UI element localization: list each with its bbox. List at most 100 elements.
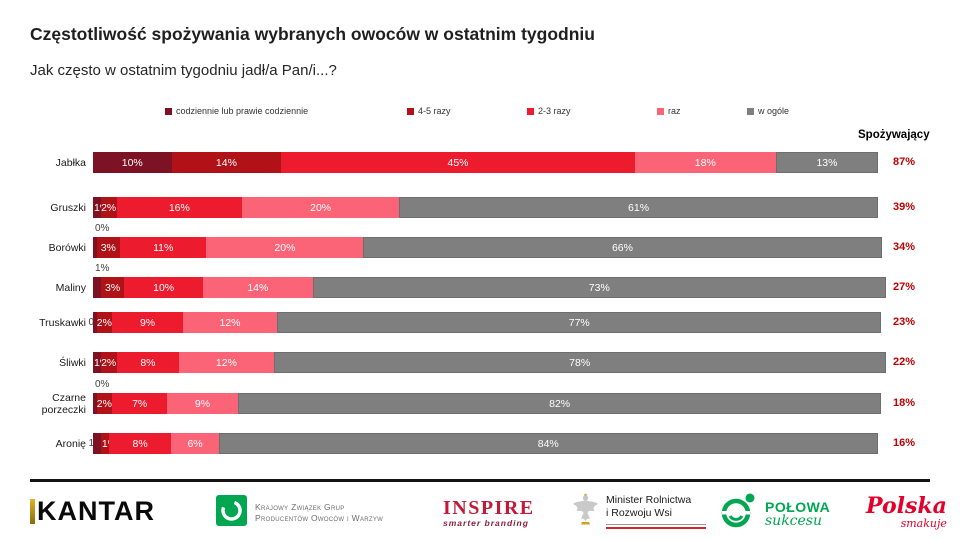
segment-label: 14% xyxy=(247,281,269,294)
segment-label: 78% xyxy=(569,356,591,369)
segment-label: 84% xyxy=(537,437,559,450)
row-label: Śliwki xyxy=(59,356,86,369)
page-title: Częstotliwość spożywania wybranych owocó… xyxy=(30,24,595,44)
polska-smakuje-logo: Polska smakuje xyxy=(866,495,947,530)
bar-segment: 2% xyxy=(96,393,113,414)
minister-line2: i Rozwoju Wsi xyxy=(606,506,672,519)
bar-segment: 10% xyxy=(93,152,172,173)
bar-segment: 3% xyxy=(96,237,121,258)
bar-segment: 12% xyxy=(182,312,278,333)
stacked-bar: 10% 14% 45% 18% 13% xyxy=(93,152,878,173)
bar-segment: 12% xyxy=(179,352,274,373)
segment-label: 77% xyxy=(568,316,590,329)
kzgpoiw-icon xyxy=(216,495,247,531)
minister-text: Minister Rolnictwa i Rozwoju Wsi xyxy=(606,494,706,530)
bar-segment: 45% xyxy=(281,152,635,173)
kantar-logo: KANTAR xyxy=(30,496,155,527)
bar-segment: 8% xyxy=(108,433,172,454)
segment-label-above: 0% xyxy=(95,379,110,390)
chart-row: Borówki 0% 3% 11% 20% 66% xyxy=(0,223,960,258)
segment-label: 2% xyxy=(101,201,117,214)
inspire-wordmark: INSPIRE xyxy=(443,497,535,519)
stacked-bar: 1% 8% 6% 84% xyxy=(93,433,878,454)
legend-label: w ogóle xyxy=(758,106,790,116)
segment-label: 20% xyxy=(274,241,296,254)
segment-label: 18% xyxy=(694,156,716,169)
page-subtitle: Jak często w ostatnim tygodniu jadł/a Pa… xyxy=(30,62,337,79)
row-label: Gruszki xyxy=(50,201,86,214)
kzgpoiw-logo: Krajowy Związek Grup Producentów Owoców … xyxy=(216,495,383,531)
bar-segment: 66% xyxy=(363,237,882,258)
segment-label-above: 1% xyxy=(95,263,110,274)
segment-label: 2% xyxy=(101,356,117,369)
bar-segment: 8% xyxy=(116,352,180,373)
consumers-value: 34% xyxy=(893,241,916,253)
legend-item: 2-3 razy xyxy=(527,106,571,116)
segment-label: 12% xyxy=(215,356,237,369)
bar-segment xyxy=(93,393,97,414)
chart-row: Śliwki 1%2% 8% 12% 78% xyxy=(0,352,960,373)
kantar-gold-bar-icon xyxy=(30,499,35,524)
stacked-bar: 2% 7% 9% 82% xyxy=(93,393,882,414)
segment-label-above: 0% xyxy=(95,223,110,234)
segment-label: 6% xyxy=(187,437,203,450)
consumers-value: 39% xyxy=(893,201,916,213)
polowa-text: POŁOWA sukcesu xyxy=(765,500,830,528)
segment-label: 3% xyxy=(105,281,121,294)
legend-label: codziennie lub prawie codziennie xyxy=(176,106,309,116)
legend-swatch-icon xyxy=(747,107,754,115)
polowa-circle-icon xyxy=(720,492,758,535)
bar-segment: 2% xyxy=(100,352,117,373)
legend-item: raz xyxy=(657,106,681,116)
segment-label: 66% xyxy=(611,241,633,254)
chart-row: Czarne porzeczki 0% 2% 7% 9% 82% xyxy=(0,379,960,416)
bar-segment: 14% xyxy=(171,152,282,173)
row-label: Czarne porzeczki xyxy=(41,391,86,416)
inspire-tagline: smarter branding xyxy=(443,518,529,528)
polska-line1: Polska xyxy=(866,493,947,519)
consumers-column-header: Spożywający xyxy=(858,129,930,141)
chart-row: Gruszki 1%2% 16% 20% 61% xyxy=(0,197,960,218)
polska-line2: smakuje xyxy=(900,517,947,530)
segment-label: 11% xyxy=(153,241,174,254)
segment-label: 73% xyxy=(588,281,610,294)
segment-label: 2% xyxy=(96,397,112,410)
consumers-value: 16% xyxy=(893,437,916,449)
bar-segment: 78% xyxy=(273,352,886,373)
legend-label: raz xyxy=(668,106,681,116)
bar-segment: 13% xyxy=(775,152,878,173)
bar-segment: 6% xyxy=(171,433,219,454)
chart-row: Maliny 1% 3% 10% 14% 73% xyxy=(0,263,960,298)
segment-label: 45% xyxy=(447,156,469,169)
stacked-bar: 1%2% 16% 20% 61% xyxy=(93,197,878,218)
segment-label: 8% xyxy=(132,437,148,450)
legend: codziennie lub prawie codziennie 4-5 razy… xyxy=(0,106,960,122)
stacked-bar: 3% 10% 14% 73% xyxy=(93,277,886,298)
consumers-value: 27% xyxy=(893,281,916,293)
inspire-logo: INSPIRE smarter branding xyxy=(443,498,535,528)
bar-segment: 20% xyxy=(242,197,400,218)
row-label: Aronię xyxy=(55,437,86,450)
consumers-value: 87% xyxy=(893,156,916,168)
legend-swatch-icon xyxy=(527,107,534,115)
kzgpoiw-line1: Krajowy Związek Grup xyxy=(255,502,345,512)
segment-label: 10% xyxy=(153,281,175,294)
bar-segment: 18% xyxy=(634,152,776,173)
consumers-value: 23% xyxy=(893,316,916,328)
bar-segment: 82% xyxy=(237,393,882,414)
bar-segment: 16% xyxy=(116,197,243,218)
stacked-bar: 1%2% 8% 12% 78% xyxy=(93,352,886,373)
segment-label: 61% xyxy=(628,201,650,214)
bar-segment: 3% xyxy=(100,277,125,298)
stacked-bar: 2% 9% 12% 77% xyxy=(93,312,882,333)
chart-row: Jabłka 10% 14% 45% 18% 13% xyxy=(0,152,960,173)
bar-segment: 9% xyxy=(167,393,238,414)
consumers-value: 18% xyxy=(893,397,916,409)
segment-label: 16% xyxy=(168,201,190,214)
segment-label: 10% xyxy=(121,156,143,169)
row-label: Truskawki xyxy=(39,316,86,329)
legend-label: 4-5 razy xyxy=(418,106,451,116)
bar-segment: 1% xyxy=(93,197,109,218)
bar-segment: 20% xyxy=(206,237,364,258)
